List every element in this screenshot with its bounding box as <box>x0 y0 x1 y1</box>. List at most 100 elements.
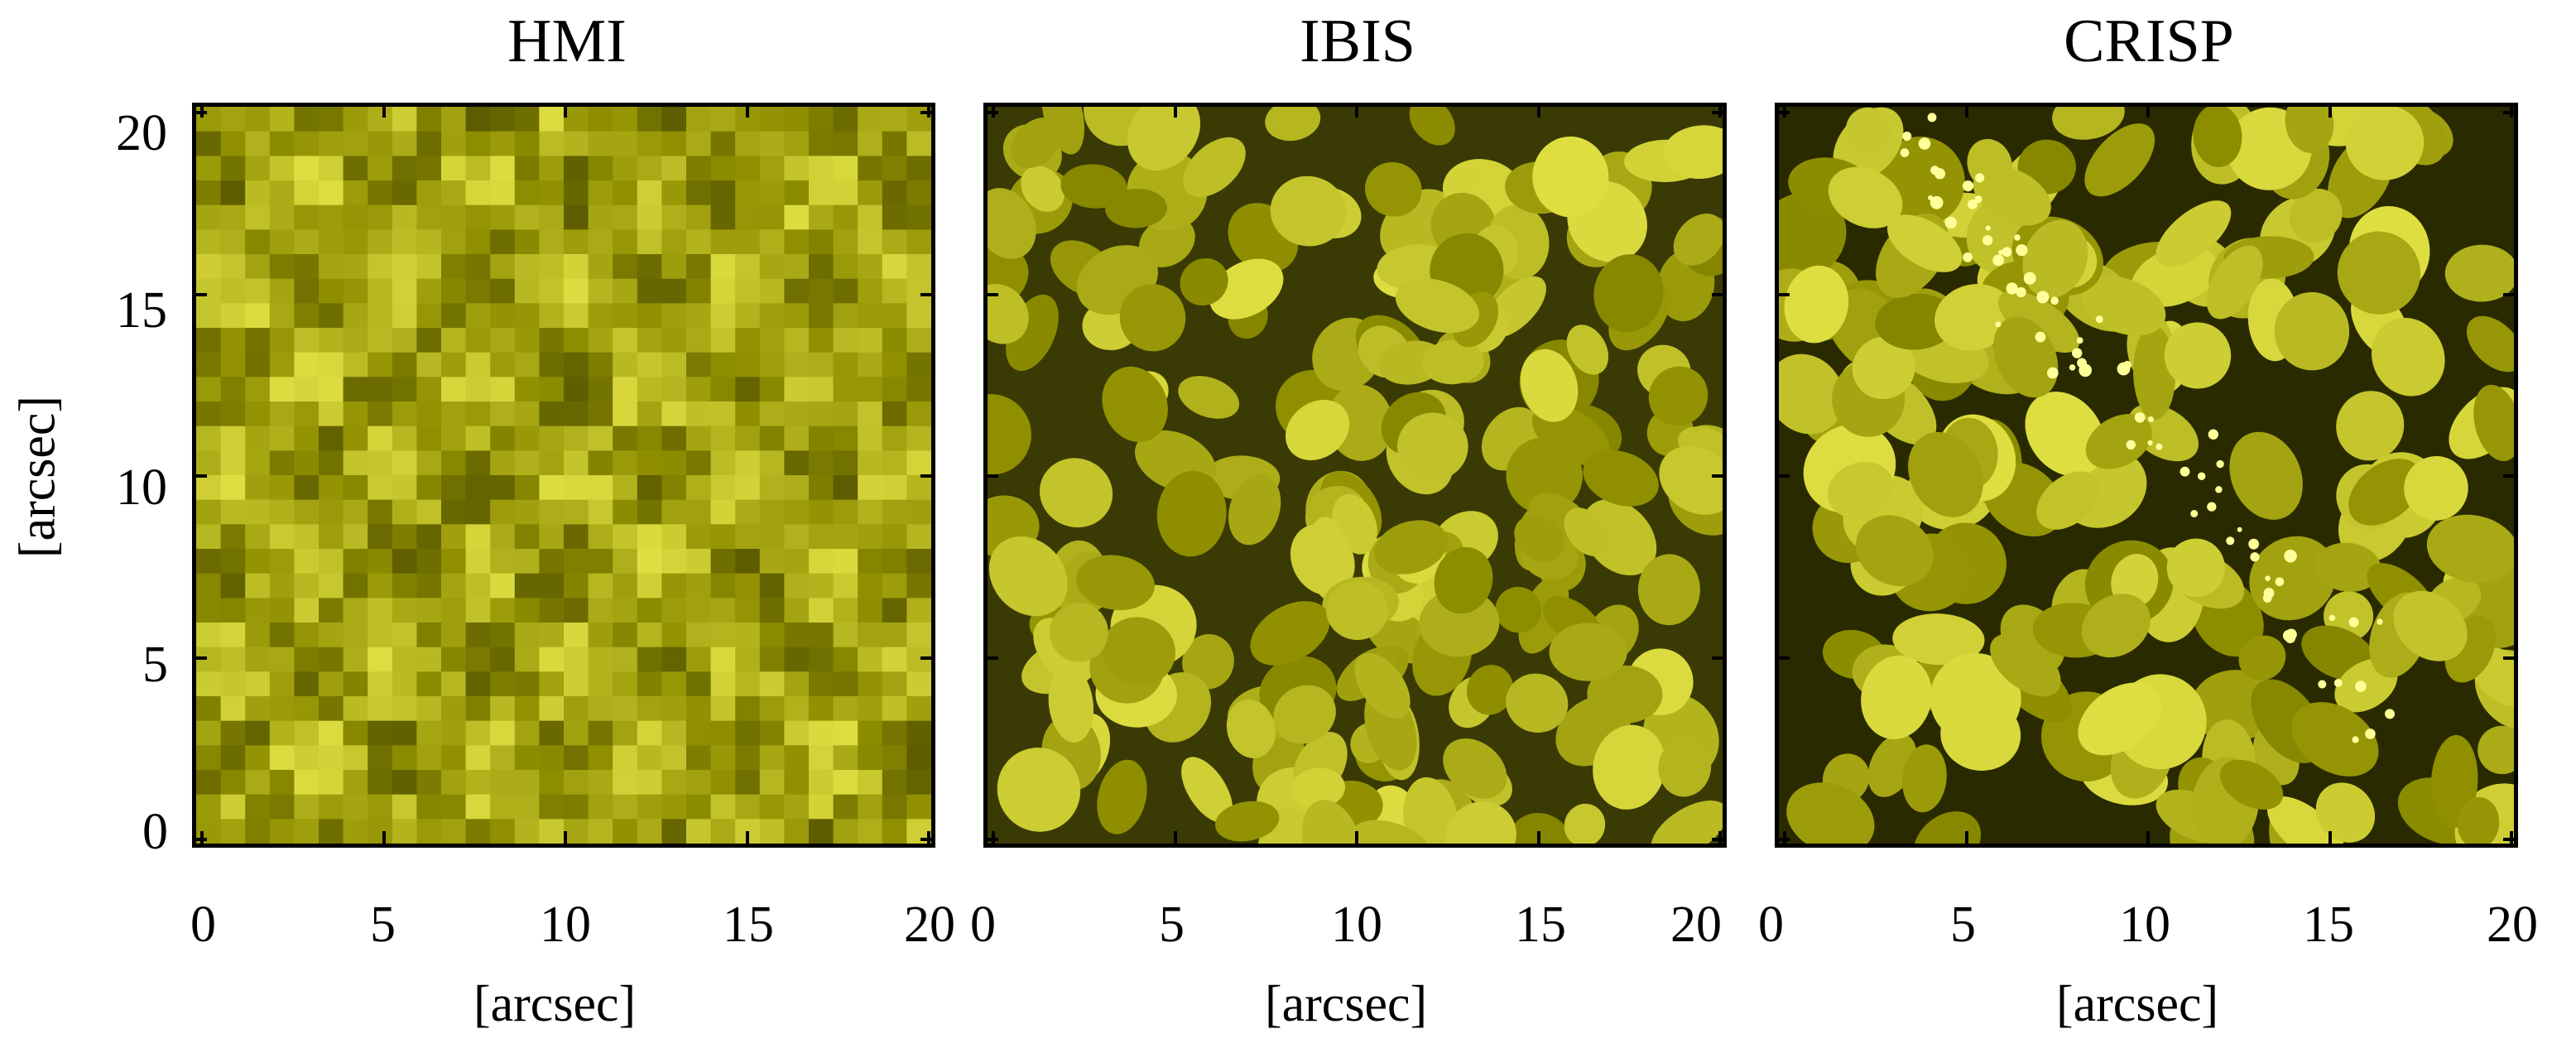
granule <box>1181 757 1233 823</box>
hmi-pixel <box>833 720 858 746</box>
hmi-pixel <box>392 450 417 476</box>
hmi-pixel <box>294 647 320 672</box>
hmi-pixel <box>465 647 491 672</box>
hmi-pixel <box>514 475 540 501</box>
hmi-pixel <box>858 180 883 206</box>
hmi-granulation-image <box>196 107 931 844</box>
hmi-pixel <box>784 475 810 501</box>
hmi-pixel <box>245 770 271 796</box>
hmi-pixel <box>858 107 883 132</box>
hmi-pixel <box>833 598 858 623</box>
hmi-pixel <box>637 647 662 672</box>
hmi-pixel <box>416 328 442 353</box>
hmi-pixel <box>661 475 687 501</box>
hmi-pixel <box>686 131 712 156</box>
hmi-pixel <box>686 328 712 353</box>
hmi-pixel <box>686 180 712 206</box>
axis-tick <box>1355 103 1358 118</box>
hmi-pixel <box>613 671 638 697</box>
hmi-pixel <box>661 278 687 304</box>
y-tick-label-0: 0 <box>142 804 168 860</box>
hmi-pixel <box>882 770 907 796</box>
bright-point <box>2016 286 2026 298</box>
hmi-pixel <box>220 770 246 796</box>
hmi-pixel <box>490 303 516 329</box>
axis-tick <box>192 292 207 296</box>
hmi-pixel <box>490 696 516 722</box>
granule <box>1265 107 1321 142</box>
hmi-pixel <box>710 156 736 181</box>
hmi-pixel <box>465 745 491 771</box>
bright-point <box>2365 728 2376 739</box>
granule <box>1892 613 1985 666</box>
hmi-pixel <box>858 401 883 427</box>
x-tick-label-crisp-15: 15 <box>2303 897 2354 953</box>
hmi-pixel <box>784 156 810 181</box>
granule <box>1930 652 2021 744</box>
hmi-pixel <box>637 573 662 599</box>
hmi-pixel <box>514 204 540 230</box>
hmi-pixel <box>245 819 271 844</box>
hmi-pixel <box>196 328 222 353</box>
hmi-pixel <box>368 475 393 501</box>
hmi-pixel <box>392 107 417 132</box>
hmi-pixel <box>759 598 785 623</box>
axis-tick <box>1775 111 1790 114</box>
x-tick-label-hmi-5: 5 <box>370 897 396 953</box>
hmi-pixel <box>368 794 393 820</box>
x-tick-label-hmi-10: 10 <box>540 897 591 953</box>
hmi-pixel <box>392 745 417 771</box>
granule <box>1060 164 1127 209</box>
hmi-pixel <box>661 107 687 132</box>
hmi-pixel <box>833 499 858 525</box>
hmi-pixel <box>784 770 810 796</box>
hmi-pixel <box>588 598 613 623</box>
hmi-pixel <box>882 573 907 599</box>
hmi-pixel <box>196 598 222 623</box>
hmi-pixel <box>906 426 931 451</box>
hmi-pixel <box>784 278 810 304</box>
hmi-pixel <box>735 671 761 697</box>
hmi-pixel <box>882 303 907 329</box>
hmi-pixel <box>269 623 295 648</box>
hmi-pixel <box>564 107 589 132</box>
granule <box>1039 458 1113 528</box>
hmi-pixel <box>661 696 687 722</box>
axis-tick <box>1355 831 1358 846</box>
granule <box>988 536 1068 617</box>
hmi-pixel <box>294 819 320 844</box>
hmi-pixel <box>539 598 565 623</box>
granule <box>1097 759 1147 834</box>
hmi-pixel <box>539 278 565 304</box>
hmi-pixel <box>637 770 662 796</box>
hmi-pixel <box>809 180 834 206</box>
hmi-pixel <box>514 156 540 181</box>
hmi-pixel <box>809 770 834 796</box>
hmi-pixel <box>759 696 785 722</box>
axis-tick <box>983 656 998 660</box>
hmi-pixel <box>882 794 907 820</box>
hmi-pixel <box>759 107 785 132</box>
hmi-pixel <box>564 278 589 304</box>
hmi-pixel <box>858 352 883 377</box>
hmi-pixel <box>465 229 491 255</box>
hmi-pixel <box>833 475 858 501</box>
granule <box>1583 450 1659 507</box>
hmi-pixel <box>858 598 883 623</box>
hmi-pixel <box>759 401 785 427</box>
hmi-pixel <box>588 499 613 525</box>
hmi-pixel <box>441 131 467 156</box>
hmi-pixel <box>686 278 712 304</box>
axis-tick <box>1712 474 1727 478</box>
hmi-pixel <box>784 180 810 206</box>
granule <box>2314 542 2381 592</box>
granule <box>1875 293 1957 350</box>
hmi-pixel <box>343 819 368 844</box>
hmi-pixel <box>465 180 491 206</box>
hmi-pixel <box>588 720 613 746</box>
hmi-pixel <box>564 328 589 353</box>
granule <box>2444 244 2514 302</box>
hmi-pixel <box>269 770 295 796</box>
hmi-pixel <box>564 377 589 402</box>
axis-tick <box>192 656 207 660</box>
